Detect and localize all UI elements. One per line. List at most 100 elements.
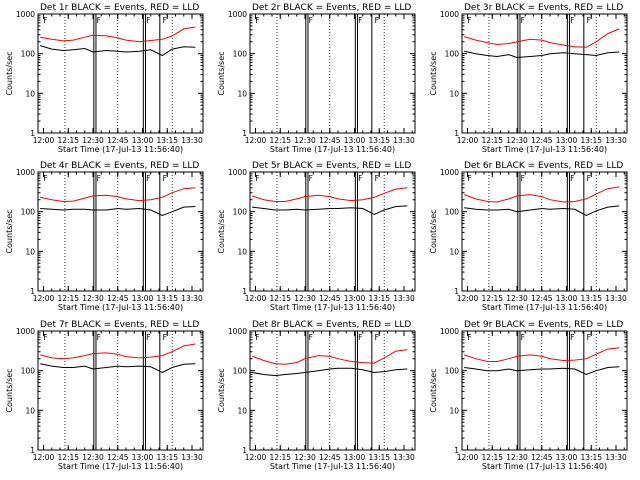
lld-series-line <box>252 187 408 202</box>
flag-marker: F <box>309 174 313 183</box>
x-tick-label: 12:30 <box>82 453 104 462</box>
flag-marker: F <box>43 16 47 25</box>
x-tick-label: 13:00 <box>556 136 578 145</box>
y-axis-label: Counts/sec <box>429 51 438 95</box>
panel-title: Det 3r BLACK = Events, RED = LLD <box>464 3 623 13</box>
flag-marker: F <box>309 333 313 342</box>
x-tick-label: 13:30 <box>605 294 627 303</box>
x-axis-label: Start Time (17-Jul-13 11:56:40) <box>270 303 395 312</box>
flag-marker: F <box>467 174 471 183</box>
x-axis-label: Start Time (17-Jul-13 11:56:40) <box>482 462 607 471</box>
panel-title: Det 4r BLACK = Events, RED = LLD <box>40 161 199 171</box>
panel-9: Det 9r BLACK = Events, RED = LLD 1 10 100 10… <box>429 320 628 471</box>
panel-8: Det 8r BLACK = Events, RED = LLD 1 10 100 10… <box>217 320 416 471</box>
x-tick-label: 13:15 <box>368 136 390 145</box>
flag-marker: F <box>521 333 525 342</box>
flag-marker: F <box>467 16 471 25</box>
y-tick-label: 100 <box>445 367 460 376</box>
x-tick-label: 13:15 <box>580 294 602 303</box>
y-tick-label: 1 <box>454 446 459 455</box>
plot-frame <box>461 13 628 134</box>
flag-marker: F <box>97 16 101 25</box>
y-tick-label: 1000 <box>228 168 247 177</box>
y-tick-label: 100 <box>21 367 36 376</box>
y-tick-label: 1 <box>30 287 35 296</box>
events-series-line <box>40 363 196 374</box>
x-tick-label: 12:00 <box>245 453 267 462</box>
y-tick-label: 1000 <box>16 168 35 177</box>
y-tick-label: 1000 <box>440 10 459 19</box>
x-tick-label: 12:15 <box>57 136 79 145</box>
x-tick-label: 12:00 <box>33 294 55 303</box>
events-series-line <box>464 50 620 59</box>
y-tick-label: 100 <box>445 50 460 59</box>
x-tick-label: 12:30 <box>294 294 316 303</box>
x-tick-label: 12:15 <box>57 294 79 303</box>
flag-marker: F <box>309 16 313 25</box>
x-tick-label: 12:30 <box>506 136 528 145</box>
x-tick-label: 12:15 <box>269 136 291 145</box>
y-tick-label: 1000 <box>16 327 35 336</box>
panel-title: Det 6r BLACK = Events, RED = LLD <box>464 161 623 171</box>
flag-marker: F <box>255 333 259 342</box>
flag-marker: F <box>358 333 362 342</box>
flag-marker: F <box>521 16 525 25</box>
y-tick-label: 1 <box>242 446 247 455</box>
x-tick-label: 13:00 <box>344 453 366 462</box>
plot-frame <box>249 171 416 292</box>
x-tick-label: 12:30 <box>82 136 104 145</box>
y-tick-label: 10 <box>237 406 247 415</box>
lld-series-line <box>40 343 196 360</box>
x-tick-label: 13:00 <box>132 136 154 145</box>
flag-marker: F <box>587 174 591 183</box>
x-tick-label: 12:45 <box>531 294 553 303</box>
flag-marker: F <box>358 174 362 183</box>
panel-2: Det 2r BLACK = Events, RED = LLD 1 10 100 10… <box>217 3 416 154</box>
lld-series-line <box>464 28 620 48</box>
x-tick-label: 12:45 <box>319 136 341 145</box>
y-tick-label: 10 <box>25 406 35 415</box>
y-tick-label: 1000 <box>228 327 247 336</box>
y-axis-label: Counts/sec <box>5 209 14 253</box>
y-tick-label: 10 <box>449 406 459 415</box>
x-tick-label: 13:30 <box>605 136 627 145</box>
x-tick-label: 13:30 <box>181 294 203 303</box>
x-tick-label: 13:30 <box>181 136 203 145</box>
panel-title: Det 5r BLACK = Events, RED = LLD <box>252 161 411 171</box>
y-tick-label: 1000 <box>440 168 459 177</box>
y-axis-label: Counts/sec <box>5 51 14 95</box>
lld-series-line <box>40 187 196 203</box>
flag-marker: F <box>375 333 379 342</box>
flag-marker: F <box>43 174 47 183</box>
x-tick-label: 13:00 <box>556 294 578 303</box>
lld-series-line <box>252 349 408 365</box>
x-tick-label: 13:00 <box>132 294 154 303</box>
y-tick-label: 100 <box>21 208 36 217</box>
x-tick-label: 13:00 <box>556 453 578 462</box>
flag-marker: F <box>146 174 150 183</box>
y-tick-label: 100 <box>233 367 248 376</box>
x-tick-label: 12:15 <box>57 453 79 462</box>
y-axis-label: Counts/sec <box>217 209 226 253</box>
y-tick-label: 100 <box>233 50 248 59</box>
x-tick-label: 13:15 <box>580 453 602 462</box>
lld-series-line <box>464 186 620 203</box>
flag-marker: F <box>255 174 259 183</box>
x-tick-label: 13:30 <box>393 453 415 462</box>
panel-title: Det 1r BLACK = Events, RED = LLD <box>40 3 199 13</box>
x-tick-label: 12:15 <box>481 294 503 303</box>
x-tick-label: 12:00 <box>245 136 267 145</box>
y-axis-label: Counts/sec <box>429 209 438 253</box>
flag-marker: F <box>255 16 259 25</box>
x-tick-label: 12:30 <box>294 453 316 462</box>
y-tick-label: 10 <box>449 247 459 256</box>
panel-title: Det 8r BLACK = Events, RED = LLD <box>252 320 411 330</box>
flag-marker: F <box>358 16 362 25</box>
x-tick-label: 13:00 <box>344 294 366 303</box>
y-tick-label: 1 <box>454 129 459 138</box>
flag-marker: F <box>375 16 379 25</box>
y-tick-label: 10 <box>25 247 35 256</box>
flag-marker: F <box>163 16 167 25</box>
panel-1: Det 1r BLACK = Events, RED = LLD 1 10 100 10… <box>5 3 204 154</box>
x-tick-label: 12:45 <box>319 453 341 462</box>
